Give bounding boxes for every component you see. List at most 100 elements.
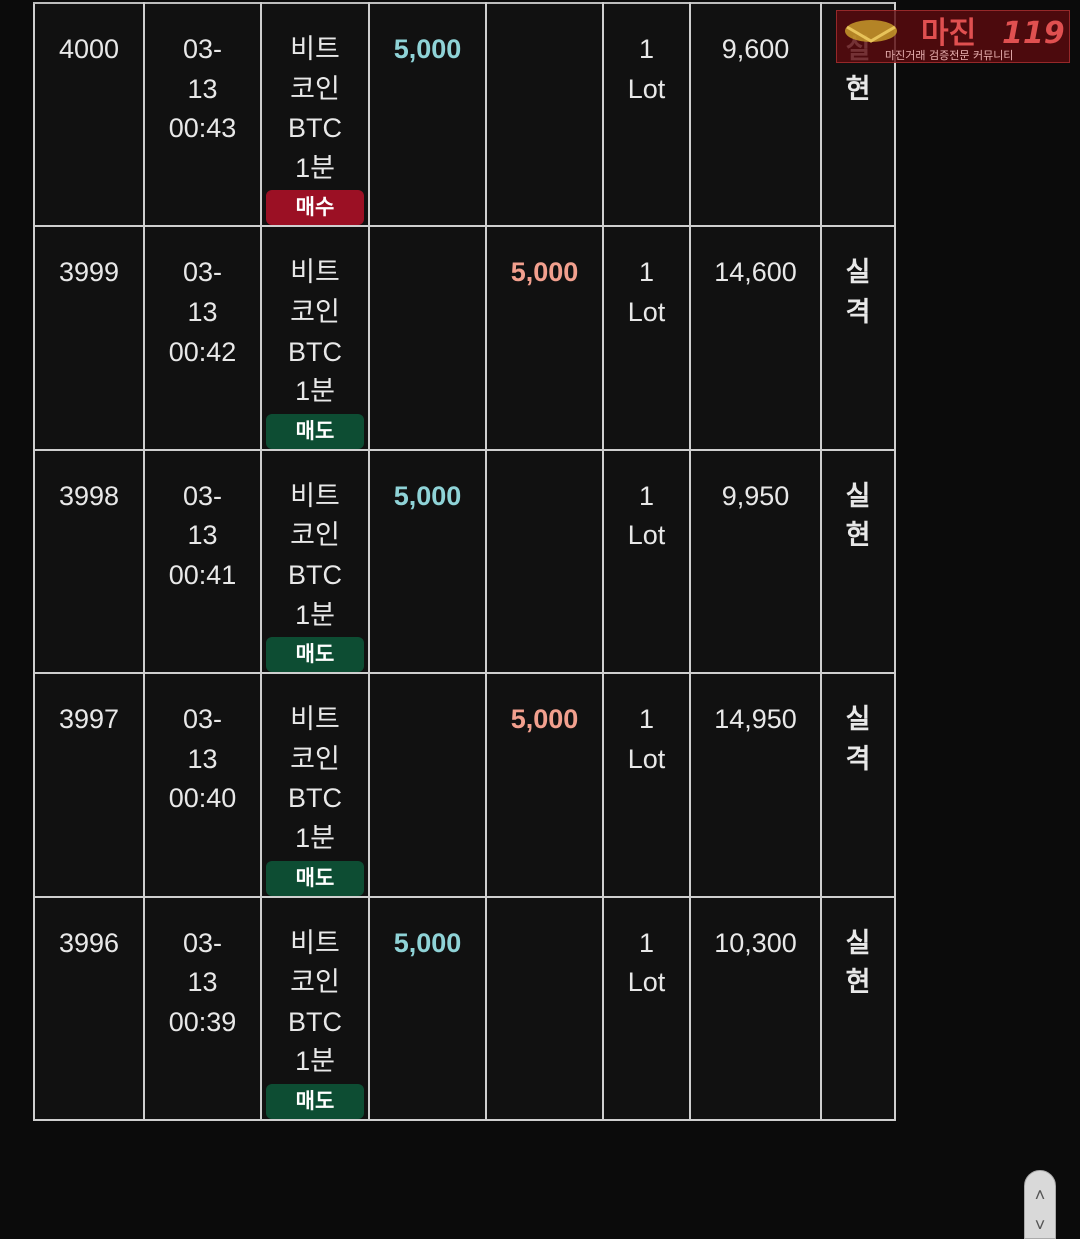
product-symbol: BTC <box>288 783 342 814</box>
sell-amount-cell <box>485 1 604 228</box>
lot-unit: Lot <box>627 743 666 774</box>
buy-amount-cell <box>368 225 487 451</box>
lot-cell: 1 Lot <box>602 1 691 228</box>
trade-date-day: 13 <box>187 743 218 774</box>
trade-date-day: 13 <box>187 520 218 551</box>
trade-date: 03- <box>182 704 223 735</box>
trade-time: 00:43 <box>168 113 237 144</box>
buy-amount-cell: 5,000 <box>368 1 487 228</box>
trade-date: 03- <box>182 927 223 958</box>
trade-time-cell: 03- 13 00:41 <box>143 448 262 675</box>
trade-id: 3998 <box>58 480 120 511</box>
buy-amount-cell: 5,000 <box>368 448 487 675</box>
lot-qty: 1 <box>638 704 655 735</box>
trade-id: 3997 <box>58 704 120 735</box>
trade-date-day: 13 <box>187 296 218 327</box>
table-row[interactable]: 3999 03- 13 00:42 비트 코인 BTC 1분 매도 5,000 … <box>33 225 896 451</box>
sell-amount-cell <box>485 448 604 675</box>
balance: 10,300 <box>714 927 797 958</box>
product-name-2: 코인 <box>290 743 340 774</box>
lot-qty: 1 <box>638 927 655 958</box>
product-name-2: 코인 <box>290 296 340 327</box>
watermark-number: 119 <box>1002 16 1065 51</box>
product-name-2: 코인 <box>290 967 340 998</box>
lot-cell: 1 Lot <box>602 672 691 898</box>
trade-date-day: 13 <box>187 73 218 104</box>
side-badge: 매수 <box>266 190 364 226</box>
buy-amount-cell: 5,000 <box>368 895 487 1121</box>
scroll-control[interactable]: ˄ ˅ <box>1024 1170 1056 1239</box>
trade-time: 00:41 <box>168 559 237 590</box>
trade-id-cell: 3997 <box>33 672 145 898</box>
chevron-up-icon[interactable]: ˄ <box>1034 1185 1046 1205</box>
trade-time: 00:40 <box>168 783 237 814</box>
trade-product-cell: 비트 코인 BTC 1분 매도 <box>260 895 370 1121</box>
watermark-title: 마진 <box>921 16 976 51</box>
balance: 14,950 <box>714 704 797 735</box>
trade-product-cell: 비트 코인 BTC 1분 매도 <box>260 672 370 898</box>
lot-qty: 1 <box>638 257 655 288</box>
trade-time: 00:42 <box>168 336 237 367</box>
trade-date: 03- <box>182 257 223 288</box>
trade-id-cell: 3996 <box>33 895 145 1121</box>
trade-product-cell: 비트 코인 BTC 1분 매수 <box>260 1 370 228</box>
watermark-subtitle: 마진거래 검증전문 커뮤니티 <box>885 49 1013 62</box>
result-text-1: 실 <box>845 257 871 288</box>
product-name-1: 비트 <box>290 927 340 958</box>
trade-id-cell: 3999 <box>33 225 145 451</box>
sell-amount-cell: 5,000 <box>485 225 604 451</box>
result-cell: 실 현 <box>820 895 896 1121</box>
trade-id-cell: 4000 <box>33 1 145 228</box>
balance: 14,600 <box>714 257 797 288</box>
table-row[interactable]: 3997 03- 13 00:40 비트 코인 BTC 1분 매도 5,000 … <box>33 672 896 898</box>
sell-amount: 5,000 <box>510 704 579 735</box>
product-symbol: BTC <box>288 559 342 590</box>
balance-cell: 9,950 <box>689 448 822 675</box>
trade-date: 03- <box>182 480 223 511</box>
product-interval: 1분 <box>295 822 335 853</box>
lot-unit: Lot <box>627 967 666 998</box>
product-name-1: 비트 <box>290 257 340 288</box>
buy-amount: 5,000 <box>393 480 462 511</box>
balance-cell: 9,600 <box>689 1 822 228</box>
trade-time: 00:39 <box>168 1006 237 1037</box>
trade-date: 03- <box>182 34 223 64</box>
trade-id: 4000 <box>58 34 120 64</box>
balance: 9,950 <box>721 480 790 511</box>
table-row[interactable]: 3996 03- 13 00:39 비트 코인 BTC 1분 매도 5,000 … <box>33 895 896 1121</box>
product-interval: 1분 <box>295 599 335 630</box>
result-text-2: 격 <box>845 296 871 327</box>
lot-qty: 1 <box>638 34 655 64</box>
product-symbol: BTC <box>288 336 342 367</box>
chevron-down-icon[interactable]: ˅ <box>1034 1215 1046 1235</box>
side-badge: 매도 <box>266 413 364 449</box>
trade-history-table: 4000 03- 13 00:43 비트 코인 BTC 1분 매수 5,000 … <box>33 1 896 1121</box>
table-row[interactable]: 3998 03- 13 00:41 비트 코인 BTC 1분 매도 5,000 … <box>33 448 896 675</box>
table-row[interactable]: 4000 03- 13 00:43 비트 코인 BTC 1분 매수 5,000 … <box>33 1 896 228</box>
sell-amount: 5,000 <box>510 257 579 288</box>
trade-product-cell: 비트 코인 BTC 1분 매도 <box>260 225 370 451</box>
product-name-2: 코인 <box>290 73 340 104</box>
sell-amount-cell: 5,000 <box>485 672 604 898</box>
buy-amount: 5,000 <box>393 927 462 958</box>
side-badge: 매도 <box>266 1083 364 1119</box>
result-text-2: 현 <box>845 967 871 998</box>
trade-id: 3996 <box>58 927 120 958</box>
product-symbol: BTC <box>288 1006 342 1037</box>
product-name-1: 비트 <box>290 480 340 511</box>
lot-cell: 1 Lot <box>602 448 691 675</box>
trade-date-day: 13 <box>187 967 218 998</box>
balance: 9,600 <box>721 34 790 64</box>
product-name-2: 코인 <box>290 520 340 551</box>
lot-cell: 1 Lot <box>602 895 691 1121</box>
lot-cell: 1 Lot <box>602 225 691 451</box>
result-text-1: 실 <box>845 927 871 958</box>
result-cell: 실 현 <box>820 448 896 675</box>
product-interval: 1분 <box>295 152 335 183</box>
trade-product-cell: 비트 코인 BTC 1분 매도 <box>260 448 370 675</box>
watermark-logo: 마진 119 마진거래 검증전문 커뮤니티 <box>836 10 1070 63</box>
result-cell: 실 격 <box>820 672 896 898</box>
product-name-1: 비트 <box>290 704 340 735</box>
buy-amount: 5,000 <box>393 34 462 64</box>
